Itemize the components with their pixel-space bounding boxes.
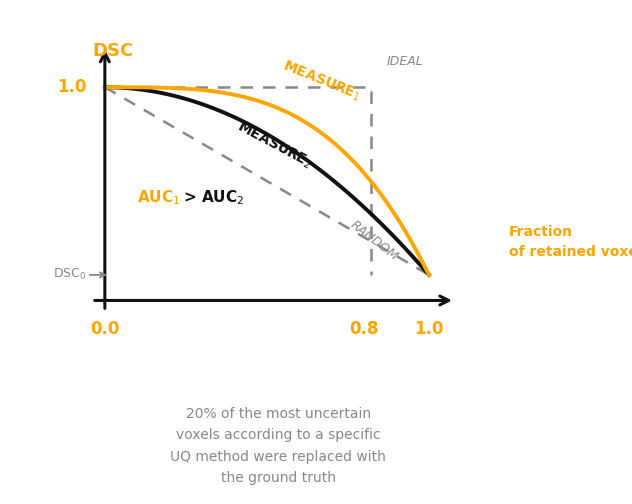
Text: Fraction
of retained voxels: Fraction of retained voxels [509, 225, 632, 259]
Text: 0.8: 0.8 [349, 320, 379, 338]
Text: MEASURE$_2$: MEASURE$_2$ [234, 118, 315, 172]
Text: DSC$_0$: DSC$_0$ [53, 267, 87, 282]
Text: 1.0: 1.0 [58, 78, 87, 96]
Text: 20% of the most uncertain
voxels according to a specific
UQ method were replaced: 20% of the most uncertain voxels accordi… [170, 407, 386, 485]
Text: 0.0: 0.0 [90, 320, 119, 338]
Text: > AUC$_2$: > AUC$_2$ [183, 189, 244, 208]
Text: AUC$_1$: AUC$_1$ [137, 189, 181, 208]
Text: RANDOM: RANDOM [348, 218, 401, 263]
Text: MEASURE$_1$: MEASURE$_1$ [280, 58, 363, 104]
Text: 1.0: 1.0 [414, 320, 444, 338]
Text: DSC: DSC [92, 42, 133, 60]
Text: IDEAL: IDEAL [387, 55, 423, 68]
